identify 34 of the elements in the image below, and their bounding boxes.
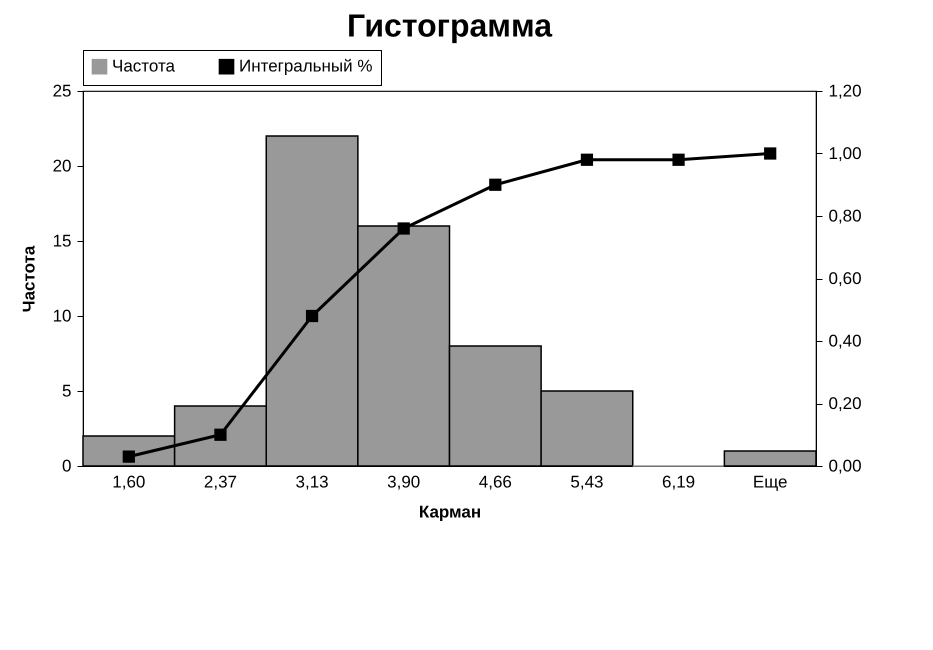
x-tick-label: 4,66 <box>478 472 512 492</box>
y-tick-label: 10 <box>52 306 72 326</box>
point <box>489 178 502 191</box>
x-tick-label: Еще <box>752 472 788 492</box>
y2-tick-label: 0,00 <box>828 456 862 476</box>
point <box>122 450 135 463</box>
legend-label: Частота <box>112 56 176 76</box>
x-tick-label: 1,60 <box>112 472 146 492</box>
x-axis-title: Карман <box>418 502 482 522</box>
y2-tick-label: 0,20 <box>828 394 862 413</box>
y2-tick-label: 0,40 <box>828 332 862 350</box>
x-tick-label: 2,37 <box>204 472 237 492</box>
point <box>214 428 227 441</box>
y-tick-label: 0 <box>62 456 72 476</box>
legend-label: Интегральный % <box>239 56 372 76</box>
y2-tick-label: 0,80 <box>828 206 862 226</box>
point <box>306 310 318 322</box>
y-tick-label: 20 <box>52 156 72 176</box>
point <box>764 147 776 160</box>
y-tick-label: 5 <box>62 382 72 400</box>
y2-tick-label: 1,00 <box>828 144 862 163</box>
y-axis-title: Частота <box>20 245 39 312</box>
point <box>580 154 594 166</box>
x-tick-label: 3,90 <box>387 472 420 492</box>
y2-tick-label: 0,60 <box>828 269 862 288</box>
x-tick-label: 3,13 <box>296 472 329 492</box>
point <box>672 154 685 166</box>
x-tick-label: 5,43 <box>570 472 604 492</box>
point <box>398 222 410 235</box>
y-tick-label: 15 <box>52 232 72 250</box>
x-tick-label: 6,19 <box>662 472 696 492</box>
chart-title: Гистограмма <box>347 8 552 44</box>
y2-tick-label: 1,20 <box>828 82 862 100</box>
y-tick-label: 25 <box>52 82 72 100</box>
